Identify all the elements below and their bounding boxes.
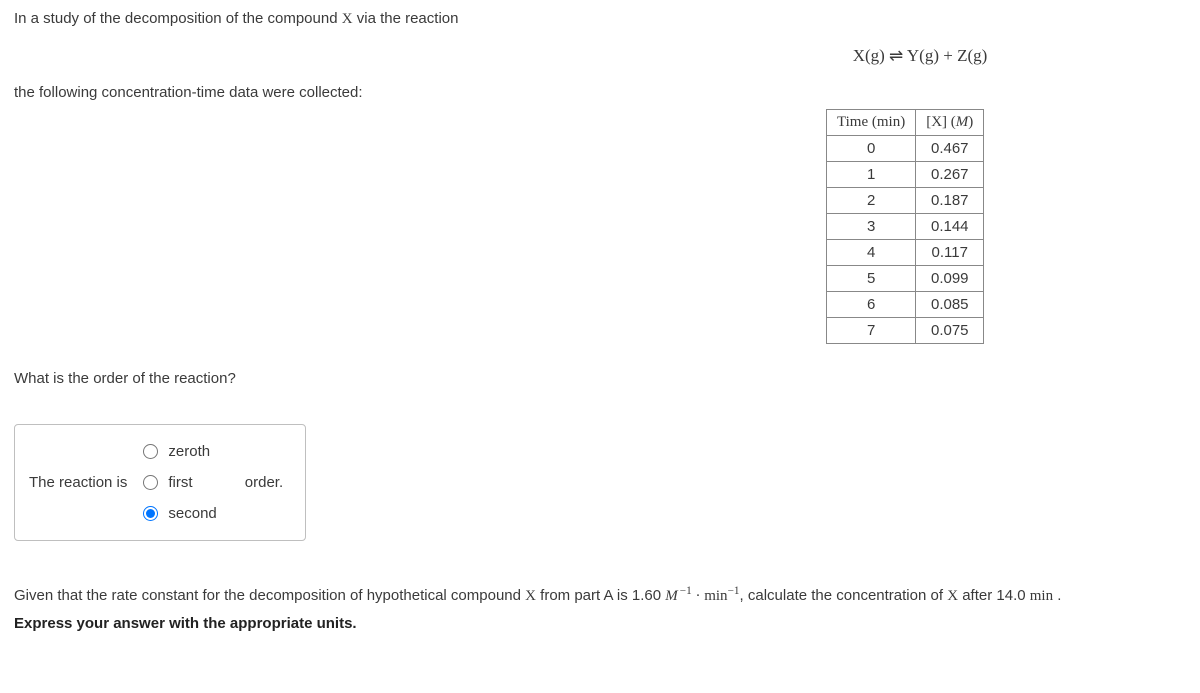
radio-first[interactable] — [143, 475, 158, 490]
table-row: 70.075 — [827, 318, 984, 344]
answer-suffix: order. — [245, 474, 283, 491]
table-row: 40.117 — [827, 240, 984, 266]
table-row: 60.085 — [827, 292, 984, 318]
table-row: 50.099 — [827, 266, 984, 292]
radio-group: zeroth first second — [143, 443, 216, 522]
intro-line-2: the following concentration-time data we… — [14, 84, 1186, 101]
table-row: 20.187 — [827, 188, 984, 214]
order-question: What is the order of the reaction? — [14, 370, 1186, 387]
option-second[interactable]: second — [143, 505, 216, 522]
answer-prefix: The reaction is — [29, 474, 127, 491]
col-header-conc: [X] (M) — [916, 110, 984, 136]
table-body: 00.467 10.267 20.187 30.144 40.117 50.09… — [827, 136, 984, 344]
table-row: 10.267 — [827, 162, 984, 188]
reaction-equation: X(g) ⇌ Y(g) + Z(g) — [14, 46, 1186, 66]
answer-box: The reaction is zeroth first second orde… — [14, 424, 306, 541]
option-zeroth[interactable]: zeroth — [143, 443, 216, 460]
concentration-time-table: Time (min) [X] (M) 00.467 10.267 20.187 … — [826, 109, 984, 344]
table-row: 30.144 — [827, 214, 984, 240]
option-first[interactable]: first — [143, 474, 216, 491]
option-label: zeroth — [168, 443, 210, 460]
express-units-instruction: Express your answer with the appropriate… — [14, 615, 357, 632]
col-header-time: Time (min) — [827, 110, 916, 136]
radio-zeroth[interactable] — [143, 444, 158, 459]
table-row: 00.467 — [827, 136, 984, 162]
option-label: second — [168, 505, 216, 522]
intro-line-1: In a study of the decomposition of the c… — [14, 10, 1186, 28]
option-label: first — [168, 474, 192, 491]
part2-question: Given that the rate constant for the dec… — [14, 581, 1186, 637]
radio-second[interactable] — [143, 506, 158, 521]
